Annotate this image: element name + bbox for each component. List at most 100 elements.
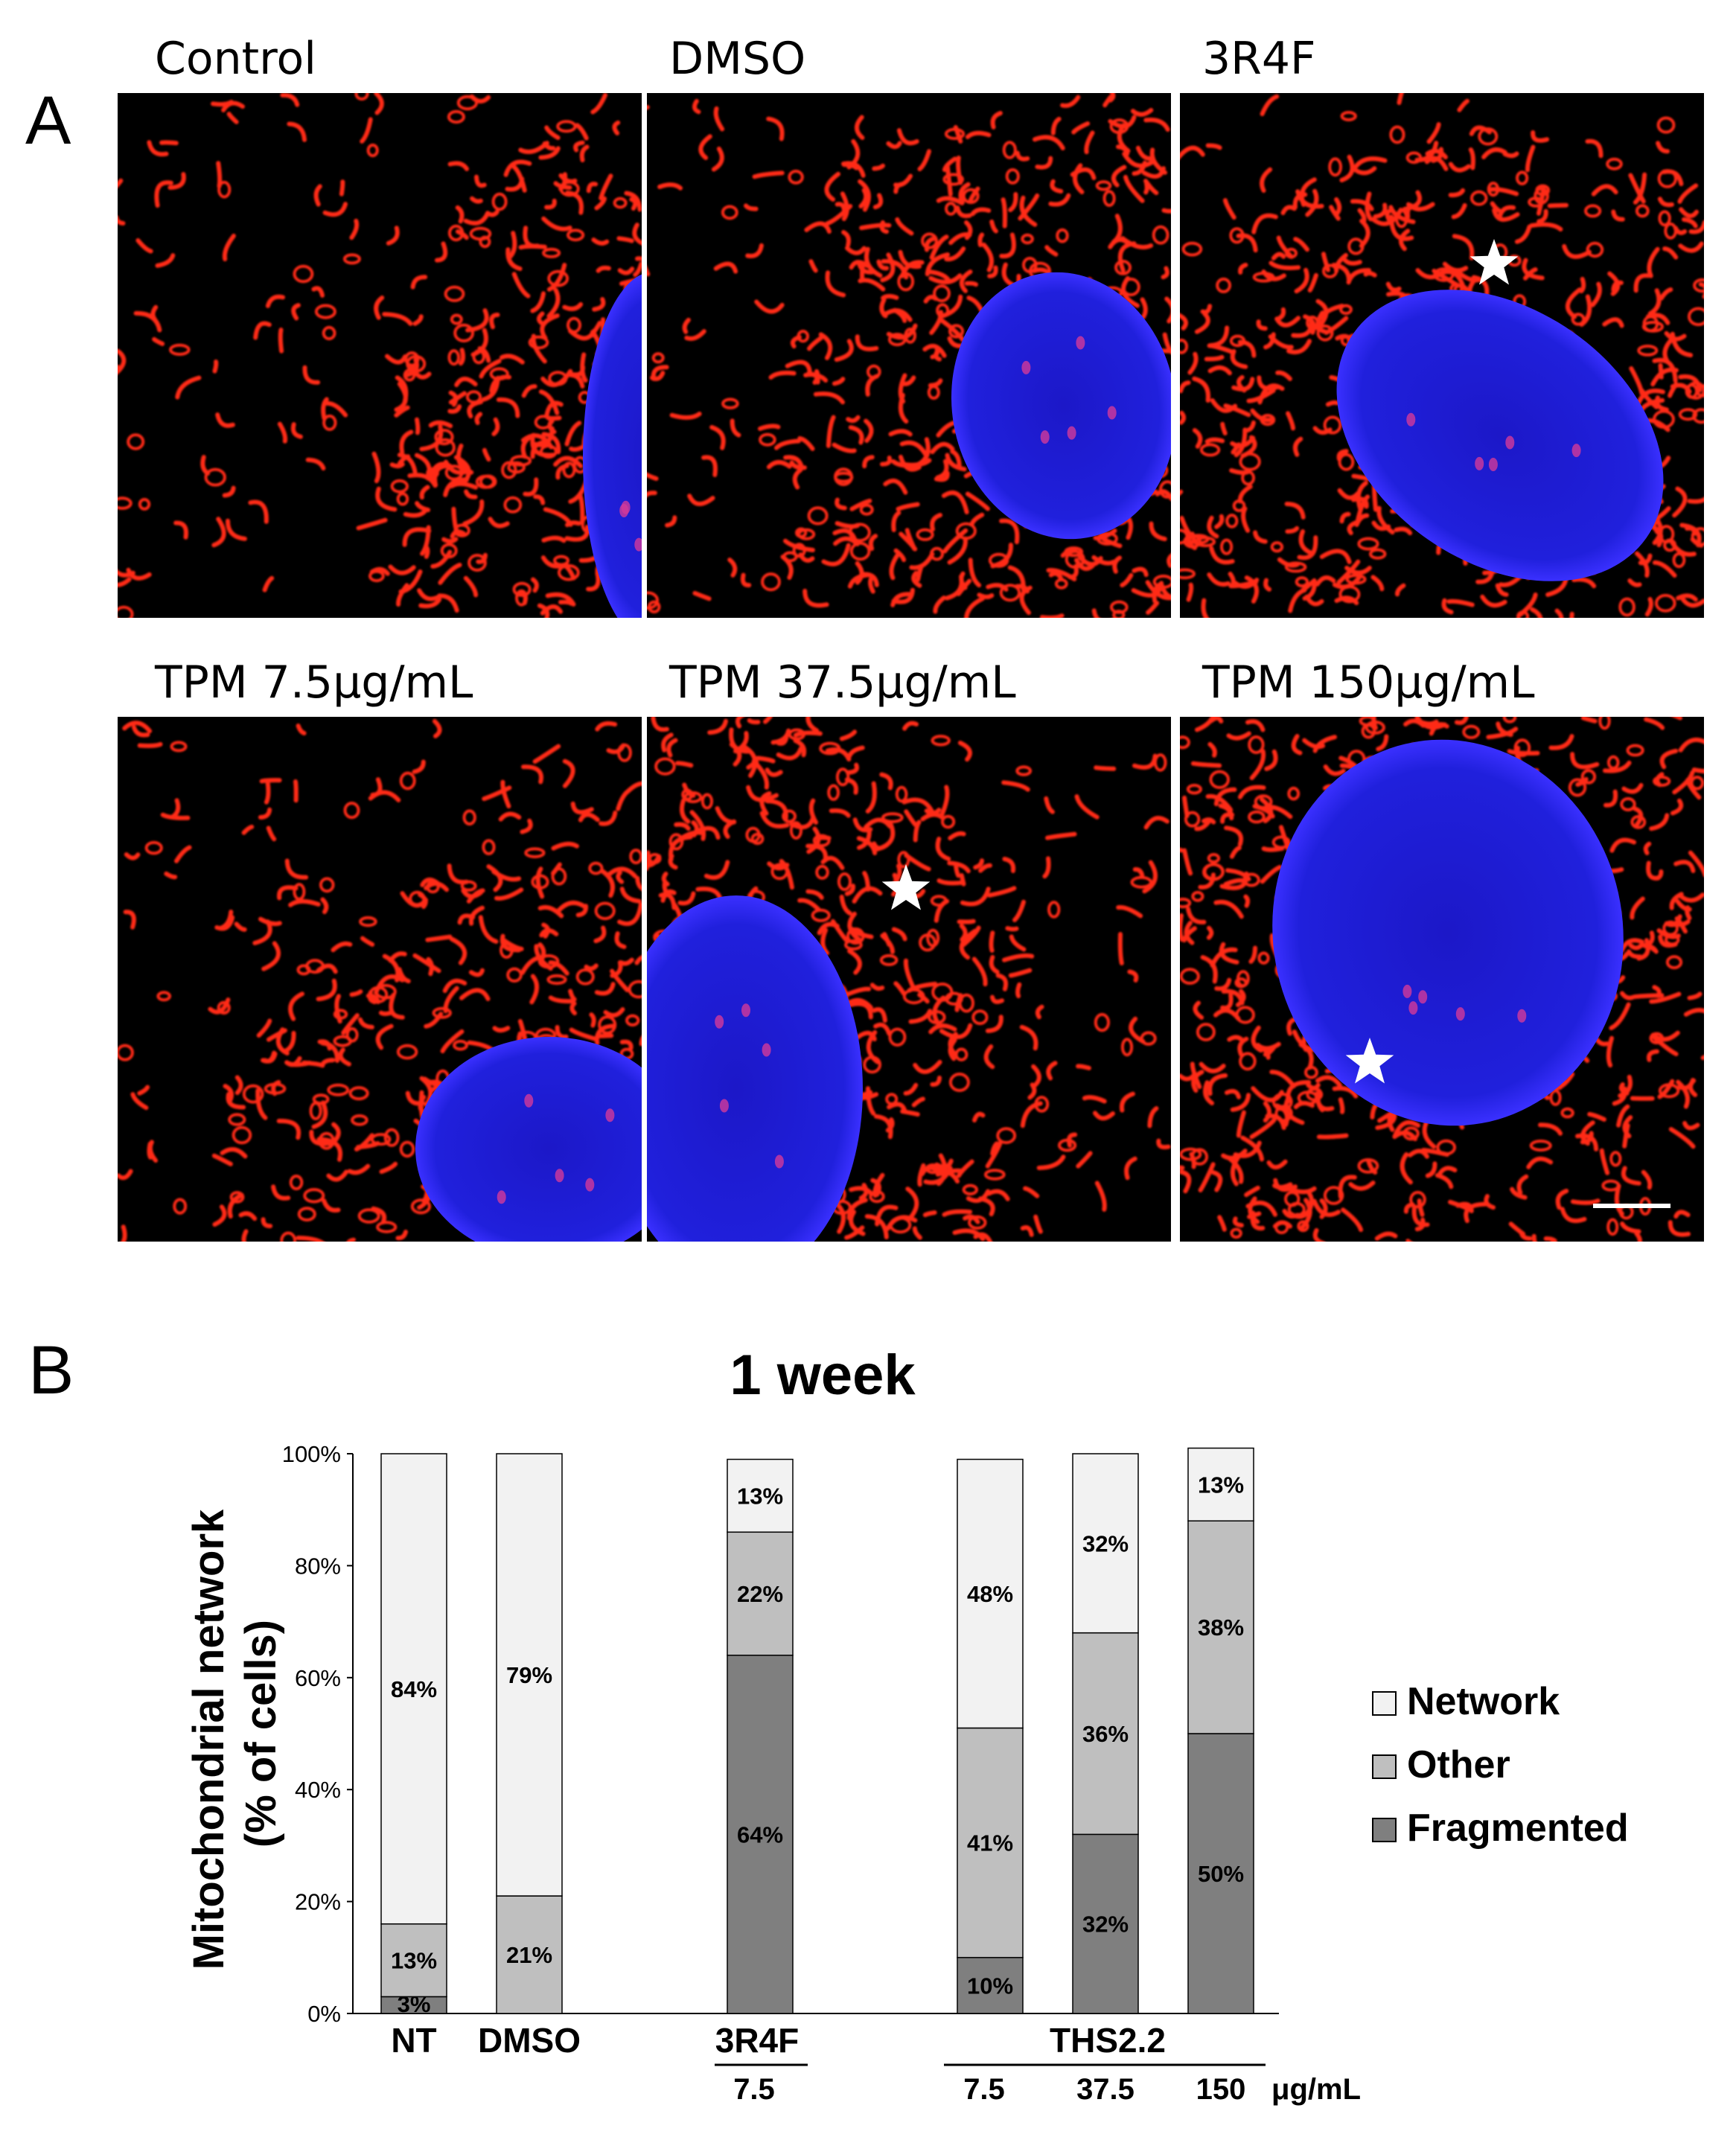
nucleus [415, 1037, 642, 1242]
y-tick-label: 0% [307, 2001, 341, 2027]
bar-stack: 21% 79% [496, 1453, 563, 2014]
bar-segment-fragmented [1072, 1833, 1139, 2014]
y-tick-label: 80% [295, 1553, 341, 1579]
bar-value-label: 64% [737, 1821, 783, 1847]
nucleus [647, 895, 863, 1242]
panel-a: A Control DMSO 3R4F TPM 7.5μg/mL TPM 37.5μg/… [25, 33, 1704, 1242]
group-label-3r4f: 3R4F [715, 2021, 799, 2060]
panel-b: B 1 week 0% 20% 40% 60% 80% 100% Mitochondria… [28, 1332, 1629, 2106]
bar-stack: 64% 22% 13% [727, 1458, 794, 2014]
bar-stack: 50% 38% 13% [1187, 1447, 1254, 2014]
bar-segment-fragmented [957, 1957, 1024, 2014]
micrograph-panel: DMSO [647, 33, 1171, 618]
y-axis: 0% 20% 40% 60% 80% 100% [282, 1441, 354, 2027]
bar-value-label: 32% [1082, 1530, 1129, 1556]
x-category-label: NT [391, 2021, 436, 2060]
y-axis-label: Mitochondrial network (% of cells) [185, 1498, 285, 1970]
bar-value-label: 84% [391, 1676, 437, 1702]
bar-segment-other [957, 1727, 1024, 1958]
micrograph-label: 3R4F [1202, 33, 1316, 85]
y-tick-label: 20% [295, 1889, 341, 1915]
bar-segment-other [1072, 1632, 1139, 1836]
bar-value-label: 13% [391, 1948, 437, 1974]
bar-value-label: 13% [737, 1483, 783, 1509]
y-axis-label-line-1: Mitochondrial network [185, 1509, 233, 1970]
bar-value-label: 48% [967, 1581, 1013, 1607]
micrograph-panel: TPM 150μg/mL [1180, 657, 1704, 1242]
bar-segment-network [380, 1453, 447, 1925]
stacked-bars: 3%13%84%21%79%64%22%13%10%41%48%32%36%32… [380, 1447, 1254, 2017]
star-marker [881, 864, 931, 910]
dose-label: 7.5 [963, 2073, 1005, 2106]
bar-value-label: 13% [1198, 1472, 1244, 1498]
legend-swatch [1372, 1691, 1397, 1716]
nucleus [1336, 290, 1664, 581]
bar-value-label: 50% [1198, 1861, 1244, 1887]
x-category-label: DMSO [478, 2021, 581, 2060]
bar-segment-other [380, 1923, 447, 1998]
y-tick-label: 60% [295, 1665, 341, 1691]
bar-segment-network [1187, 1447, 1254, 1521]
micrograph-label: TPM 37.5μg/mL [668, 657, 1016, 709]
legend-item: Other [1372, 1743, 1510, 1786]
bar-segment-network [496, 1453, 563, 1897]
legend-swatch [1372, 1754, 1397, 1779]
bar-value-label: 21% [506, 1942, 552, 1968]
legend-label: Fragmented [1407, 1807, 1629, 1850]
star-marker [1469, 239, 1519, 285]
star-marker [1345, 1038, 1394, 1084]
dose-label: 7.5 [733, 2073, 775, 2106]
scale-bar [1593, 1204, 1670, 1208]
bar-stack: 10% 41% 48% [957, 1458, 1024, 2014]
legend-item: Network [1372, 1680, 1560, 1723]
y-tick-label: 100% [282, 1441, 341, 1467]
panel-b-letter: B [28, 1332, 74, 1408]
bar-value-label: 10% [967, 1973, 1013, 1999]
micrograph-label: TPM 7.5μg/mL [154, 657, 473, 709]
micrograph-label: Control [155, 33, 316, 85]
dose-unit: μg/mL [1271, 2073, 1361, 2106]
bar-value-label: 38% [1198, 1615, 1244, 1641]
micrograph-label: DMSO [669, 33, 805, 85]
chart-title: 1 week [730, 1344, 916, 1407]
bar-stack: 32% 36% 32% [1072, 1453, 1139, 2014]
micrograph-panel: TPM 7.5μg/mL [118, 657, 642, 1242]
bar-value-label: 41% [967, 1830, 1013, 1856]
x-category-labels: NT DMSO [391, 2021, 581, 2060]
y-ticks: 0% 20% 40% 60% 80% 100% [282, 1441, 353, 2027]
micrograph-grid: Control DMSO 3R4F TPM 7.5μg/mL TPM 37.5μg/mL… [118, 33, 1704, 1242]
y-axis-label-line-2: (% of cells) [237, 1620, 285, 1847]
bar-segment-other [496, 1895, 563, 2014]
micrograph-panel: 3R4F [1180, 33, 1704, 618]
legend-label: Other [1407, 1743, 1510, 1786]
nucleus [951, 272, 1171, 540]
nucleus [1272, 739, 1624, 1126]
bar-value-label: 79% [506, 1662, 552, 1688]
micrograph-background [118, 93, 642, 618]
bar-value-label: 36% [1082, 1721, 1129, 1747]
nucleus [583, 274, 642, 618]
bar-value-label: 32% [1082, 1912, 1129, 1938]
y-tick-label: 40% [295, 1777, 341, 1803]
bar-segment-network [957, 1458, 1024, 1729]
bar-stack: 3%13%84% [380, 1453, 447, 2017]
bar-value-label: 22% [737, 1581, 783, 1607]
dose-label: 150 [1196, 2073, 1246, 2106]
dose-label: 37.5 [1076, 2073, 1135, 2106]
bar-segment-other [727, 1531, 794, 1656]
bar-segment-network [1072, 1453, 1139, 1634]
bar-segment-fragmented [1187, 1733, 1254, 2014]
dose-labels: 7.5 7.5 37.5 150 [733, 2073, 1245, 2106]
bar-segment-network [727, 1458, 794, 1533]
micrograph-panel: TPM 37.5μg/mL [647, 657, 1171, 1242]
group-label-ths: THS2.2 [1050, 2021, 1166, 2060]
legend: Network Other Fragmented [1372, 1680, 1629, 1850]
legend-item: Fragmented [1372, 1807, 1629, 1850]
legend-label: Network [1407, 1680, 1560, 1723]
micrograph-panel: Control [118, 33, 642, 618]
bar-segment-other [1187, 1520, 1254, 1734]
micrograph-label: TPM 150μg/mL [1202, 657, 1535, 709]
panel-a-letter: A [25, 83, 71, 159]
legend-swatch [1372, 1818, 1397, 1842]
